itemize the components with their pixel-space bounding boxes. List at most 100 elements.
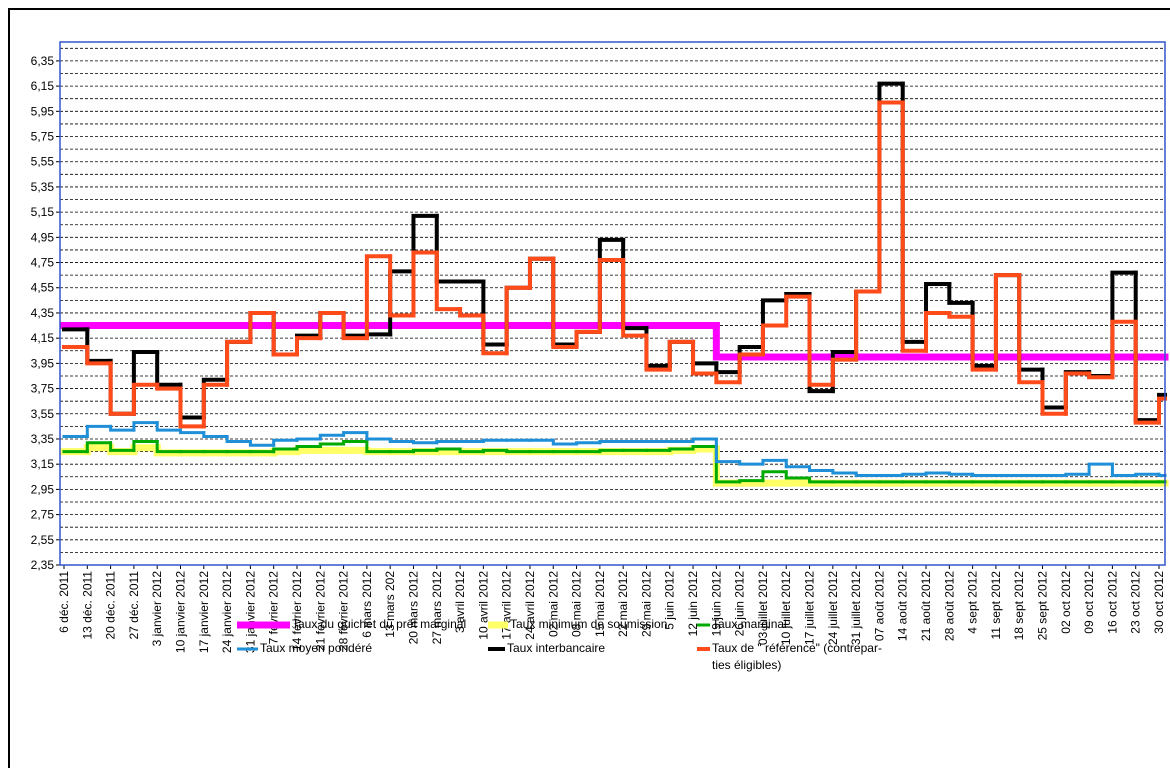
x-tick-label: 11 sept 2012 [989,571,1003,640]
y-tick-label: 2,35 [31,558,55,572]
step-segment [714,437,742,464]
step-segment [597,258,626,334]
x-tick-label: 29 mai 2012 [639,571,653,637]
x-tick-label: 02 oct 2012 [1059,571,1073,634]
x-tick-label: 27 déc. 2011 [127,571,141,640]
x-tick-label: 30 oct 2012 [1152,571,1166,634]
step-segment [784,458,812,469]
x-tick-label: 13 mars 202 [383,571,397,638]
step-segment [807,294,835,387]
step-segment [738,460,765,466]
y-tick-label: 4,75 [31,256,55,270]
step-segment [481,448,509,454]
y-tick-label: 4,35 [31,306,55,320]
step-segment [202,431,229,438]
step-segment [808,465,835,472]
step-segment [364,332,393,338]
x-tick-label: 10 janvier 2012 [173,571,187,653]
step-segment [365,439,392,454]
step-segment [737,352,765,385]
y-tick-label: 6,35 [31,54,55,68]
x-tick-label: 19 juin 2012 [709,571,723,637]
x-tick-label: 18 sept 2012 [1012,571,1026,641]
y-tick-label: 2,95 [31,482,55,496]
step-segment [970,314,998,372]
step-segment [877,100,905,294]
step-segment [294,336,323,357]
y-tick-label: 4,15 [31,331,55,345]
step-segment [271,310,299,357]
series-line [62,421,1167,478]
step-segment [551,438,579,446]
step-segment [388,254,416,318]
step-segment [901,472,928,478]
step-segment [458,307,486,318]
step-segment [900,100,929,353]
step-segment [201,382,230,429]
y-tick-label: 2,55 [31,533,55,547]
x-tick-label: 6 mars 2012 [360,571,374,638]
step-segment [434,250,463,312]
step-segment [854,471,881,478]
step-segment [947,310,975,319]
x-tick-label: 03 juillet 2012 [756,571,770,645]
x-tick-label: 21 février 2012 [313,571,327,651]
step-segment [551,256,579,349]
step-segment [365,431,392,441]
x-tick-label: 17 janvier 2012 [197,571,211,653]
step-segment [621,258,649,338]
step-segment [993,273,1022,372]
series-line [60,322,1169,361]
y-tick-label: 3,95 [31,356,55,370]
step-segment [808,476,835,484]
step-segment [481,313,509,356]
step-segment [318,433,346,441]
step-segment [644,333,672,372]
x-tick-label: 12 juin 2012 [686,571,700,637]
legend-label: Taux minimum de soumission [510,617,668,631]
y-tick-label: 4,55 [31,281,55,295]
step-segment [712,322,744,361]
step-segment [155,382,183,391]
legend-label: Taux marginal [712,617,787,631]
x-tick-label: 31 janvier 2012 [243,571,257,653]
y-tick-label: 4,95 [31,230,55,244]
step-segment [738,479,765,484]
x-tick-label: 26 juin 2012 [733,571,747,637]
step-segment [575,441,602,446]
step-segment [854,289,882,362]
y-tick-label: 3,55 [31,407,55,421]
step-segment [598,448,625,454]
series-line [62,100,1167,429]
step-segment [178,428,206,435]
step-segment [1134,472,1161,478]
step-segment [131,382,160,416]
step-segment [924,471,951,476]
step-segment [1133,319,1161,425]
step-segment [178,386,206,429]
step-segment [971,472,998,478]
step-segment [318,310,346,341]
step-segment [1110,319,1138,380]
step-segment [947,281,975,305]
plot-border [59,41,1166,566]
step-segment [1157,396,1167,425]
step-segment [85,424,113,438]
x-tick-label: 3 janvier 2012 [150,571,164,647]
x-tick-label: 23 oct 2012 [1129,571,1143,634]
step-segment [85,441,113,454]
step-segment [364,254,393,341]
x-tick-label: 13 déc. 2011 [80,571,94,640]
step-segment [435,447,462,452]
x-tick-label: 15 mai 2012 [593,571,607,637]
step-segment [481,438,509,443]
step-segment [784,294,812,328]
step-segment [505,448,532,454]
x-tick-label: 22 mai 2012 [616,571,630,637]
step-segment [598,439,625,445]
legend-label: Taux interbancaire [507,641,606,655]
legend-label: Taux moyen pondéré [260,641,373,655]
step-segment [784,470,812,480]
step-segment [109,424,136,432]
x-tick-label: 3 avril 2012 [453,571,467,633]
